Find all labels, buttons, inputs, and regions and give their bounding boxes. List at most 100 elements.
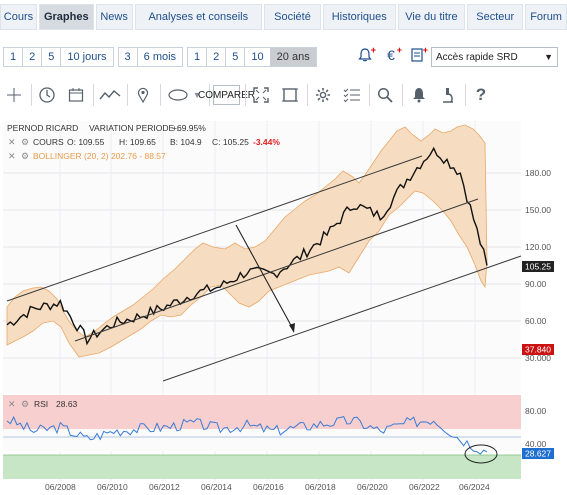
gear-icon[interactable]: [311, 84, 335, 106]
calendar-icon[interactable]: [64, 84, 88, 106]
close-value: C: 105.25: [212, 137, 249, 147]
gear-icon[interactable]: ⚙: [21, 399, 29, 409]
measure-arrow: [235, 224, 295, 333]
trend-channel: [6, 155, 522, 382]
main-nav: Cours Graphes News Analyses et conseils …: [0, 4, 567, 30]
x-label-2022: 06/2022: [409, 482, 440, 491]
price-chart-svg[interactable]: 180.00 150.00 120.00 90.00 60.00 30.000 …: [3, 121, 556, 492]
rsi-oversold-zone: [3, 455, 521, 479]
period-group-years: 1 2 5 10 20 ans: [187, 47, 317, 67]
microscope-icon[interactable]: [436, 84, 460, 106]
quick-access-value: Accès rapide SRD: [436, 51, 518, 63]
close-icon[interactable]: ✕: [8, 399, 16, 409]
x-label-2008: 06/2008: [45, 482, 76, 491]
period-1-year[interactable]: 1: [187, 47, 208, 67]
tab-news[interactable]: News: [95, 4, 133, 30]
close-icon[interactable]: ✕: [8, 137, 16, 147]
chevron-down-icon: ▼: [544, 52, 553, 62]
rsi-legend: ✕ ⚙ RSI 28.63: [8, 399, 78, 409]
period-selector: 1 2 5 10 jours 3 6 mois 1 2 5 10 20 ans: [0, 47, 321, 67]
checklist-icon[interactable]: [340, 84, 364, 106]
bell-alert-icon[interactable]: +: [356, 45, 376, 65]
x-label-2014: 06/2014: [201, 482, 232, 491]
fullscreen-icon[interactable]: [249, 84, 273, 106]
low-value: B: 104.9: [170, 137, 202, 147]
tab-cours[interactable]: Cours: [0, 4, 37, 30]
alert-icons: + € + +: [356, 45, 428, 65]
marker-price-value: 37.840: [525, 345, 551, 355]
map-pin-icon[interactable]: [131, 84, 155, 106]
quick-access-select[interactable]: Accès rapide SRD ▼: [431, 47, 558, 67]
x-label-2024: 06/2024: [459, 482, 490, 491]
x-label-2020: 06/2020: [357, 482, 388, 491]
period-5-years[interactable]: 5: [226, 47, 246, 67]
period-1-day[interactable]: 1: [3, 47, 24, 67]
period-5-days[interactable]: 5: [42, 47, 62, 67]
period-20-years[interactable]: 20 ans: [270, 47, 317, 67]
price-tick-90: 90.00: [525, 279, 547, 289]
rsi-axis: 80.00 40.00: [525, 406, 547, 449]
period-10-days[interactable]: 10 jours: [61, 47, 114, 67]
bollinger-legend: ✕ ⚙ BOLLINGER (20, 2) 202.76 - 88.57: [8, 151, 166, 161]
document-alert-icon[interactable]: +: [408, 45, 428, 65]
close-icon[interactable]: ✕: [8, 151, 16, 161]
cours-legend: ✕ ⚙ COURS O: 109.55 H: 109.65 B: 104.9 C…: [8, 137, 280, 147]
chart-title: PERNOD RICARD: [7, 123, 78, 133]
x-label-2010: 06/2010: [97, 482, 128, 491]
search-icon[interactable]: [373, 84, 397, 106]
rsi-value: 28.63: [56, 399, 78, 409]
ellipse-draw-icon[interactable]: ▼: [164, 84, 204, 106]
frame-icon[interactable]: [278, 84, 302, 106]
tab-vie-du-titre[interactable]: Vie du titre: [397, 4, 466, 30]
help-icon[interactable]: ?: [475, 85, 487, 104]
price-tick-30: 30.000: [525, 353, 551, 363]
rsi-tick-80: 80.00: [525, 406, 547, 416]
crosshair-icon[interactable]: [2, 84, 26, 106]
gear-icon[interactable]: ⚙: [21, 151, 29, 161]
period-group-days: 1 2 5 10 jours: [3, 47, 114, 67]
tab-analyses[interactable]: Analyses et conseils: [134, 4, 263, 30]
price-tick-120: 120.00: [525, 242, 551, 252]
euro-alert-icon[interactable]: € +: [387, 45, 402, 63]
line-chart-type-icon[interactable]: [98, 84, 122, 106]
open-value: O: 109.55: [67, 137, 105, 147]
period-6-months[interactable]: 6 mois: [137, 47, 184, 67]
rsi-highlight-ellipse: [464, 444, 498, 464]
tab-forum[interactable]: Forum: [525, 4, 567, 30]
tab-secteur[interactable]: Secteur: [467, 4, 524, 30]
tab-historiques[interactable]: Historiques: [322, 4, 396, 30]
price-tick-150: 150.00: [525, 205, 551, 215]
period-group-months: 3 6 mois: [117, 47, 184, 67]
price-series-line: [6, 146, 488, 346]
x-label-2016: 06/2016: [253, 482, 284, 491]
x-axis: 06/2008 06/2010 06/2012 06/2014 06/2016 …: [45, 482, 490, 492]
high-value: H: 109.65: [119, 137, 156, 147]
rsi-current-value: 28.627: [525, 449, 551, 459]
bollinger-label: BOLLINGER (20, 2) 202.76 - 88.57: [33, 151, 166, 161]
rsi-tick-40: 40.00: [525, 439, 547, 449]
rsi-label: RSI: [34, 399, 48, 409]
period-2-years[interactable]: 2: [207, 47, 227, 67]
price-tick-180: 180.00: [525, 168, 551, 178]
channel-upper-line: [6, 155, 423, 302]
price-chart[interactable]: 180.00 150.00 120.00 90.00 60.00 30.000 …: [3, 121, 556, 492]
chart-toolbar: ▼ COMPARER ?: [2, 83, 498, 107]
current-price-badge: [522, 261, 554, 272]
period-2-days[interactable]: 2: [23, 47, 43, 67]
rsi-overbought-zone: [3, 395, 521, 429]
chevron-down-icon: ▼: [192, 90, 202, 100]
gear-icon[interactable]: ⚙: [21, 137, 29, 147]
tab-graphes[interactable]: Graphes: [38, 4, 94, 30]
tab-societe[interactable]: Société: [264, 4, 321, 30]
cours-label: COURS: [33, 137, 64, 147]
price-axis: 180.00 150.00 120.00 90.00 60.00 30.000: [525, 168, 551, 363]
current-price-value: 105.25: [525, 262, 551, 272]
clock-icon[interactable]: [35, 84, 59, 106]
period-3-months[interactable]: 3: [117, 47, 138, 67]
compare-button[interactable]: COMPARER: [198, 85, 255, 105]
variation-value: +69.95%: [172, 123, 206, 133]
period-10-years[interactable]: 10: [245, 47, 271, 67]
bell-icon[interactable]: [407, 84, 431, 106]
change-value: -3.44%: [253, 137, 280, 147]
